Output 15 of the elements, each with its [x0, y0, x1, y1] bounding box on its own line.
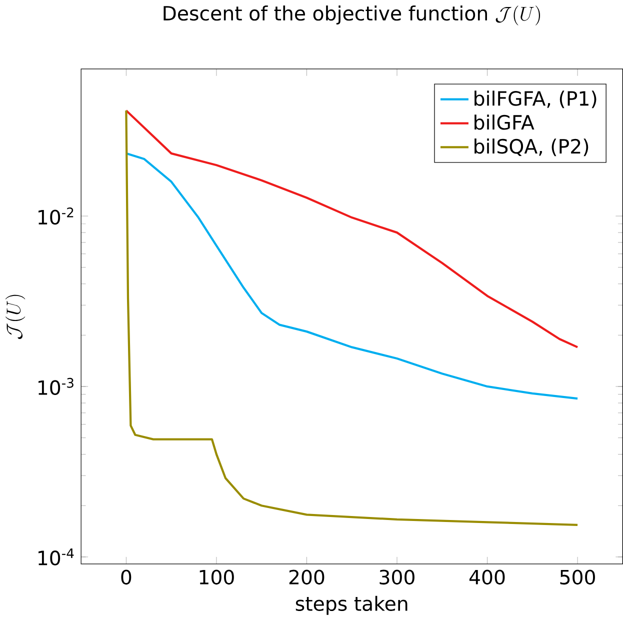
x-tick-label: 400 — [469, 570, 505, 584]
y-axis-title: $\mathcal{J}(U)$ — [5, 294, 26, 339]
x-tick-label: 0 — [121, 570, 132, 584]
y-tick-label: 10$^{-3}$ — [38, 378, 74, 395]
legend-label: bilSQA, (P2) — [474, 138, 588, 156]
x-tick-label: 500 — [560, 570, 595, 584]
x-axis-title: steps taken — [296, 596, 408, 615]
chart-title: $\text{Descent of the objective function }\mathcal{J}(U)$ — [164, 5, 540, 26]
y-tick-label: 10$^{-4}$ — [38, 548, 74, 566]
legend-label: bilFGFA, (P1) — [474, 90, 596, 108]
legend-label: bilGFA — [474, 114, 534, 130]
x-tick-label: 100 — [200, 570, 234, 584]
y-tick-label: 10$^{-2}$ — [38, 207, 74, 224]
x-tick-label: 200 — [289, 570, 324, 584]
x-tick-label: 300 — [380, 570, 414, 584]
